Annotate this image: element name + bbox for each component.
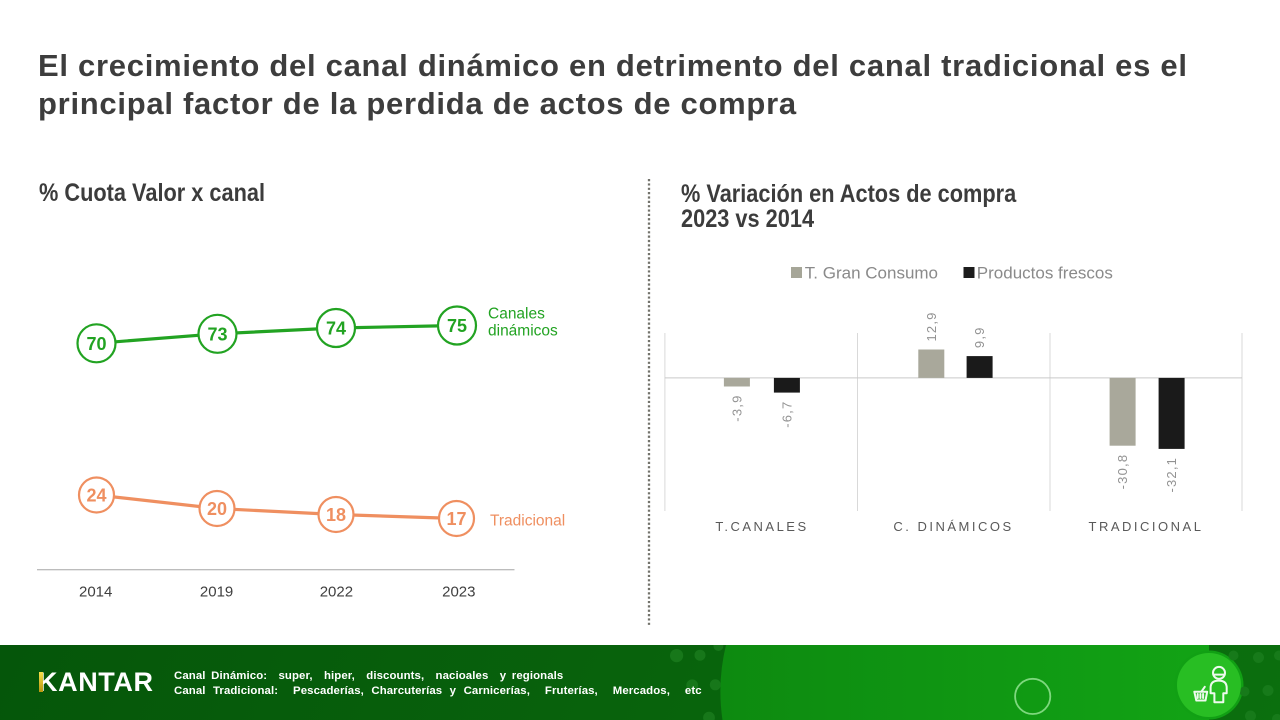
- svg-text:-32,1: -32,1: [1164, 457, 1179, 493]
- svg-text:-30,8: -30,8: [1115, 454, 1130, 490]
- svg-text:Tradicional: Tradicional: [490, 513, 565, 530]
- svg-text:C. DINÁMICOS: C. DINÁMICOS: [893, 519, 1013, 534]
- svg-text:18: 18: [326, 505, 346, 525]
- svg-text:-3,9: -3,9: [730, 395, 745, 422]
- svg-text:2019: 2019: [200, 583, 233, 600]
- svg-text:2023: 2023: [442, 583, 475, 600]
- svg-text:dinámicos: dinámicos: [488, 323, 558, 340]
- svg-text:75: 75: [447, 316, 467, 336]
- svg-text:20: 20: [207, 499, 227, 519]
- svg-text:73: 73: [207, 324, 227, 344]
- svg-text:T. Gran Consumo: T. Gran Consumo: [805, 263, 938, 282]
- svg-text:Canales: Canales: [488, 305, 545, 322]
- svg-text:2014: 2014: [79, 583, 112, 600]
- svg-text:Productos frescos: Productos frescos: [977, 263, 1113, 282]
- svg-text:T.CANALES: T.CANALES: [715, 519, 808, 534]
- svg-text:12,9: 12,9: [924, 311, 939, 341]
- svg-text:-6,7: -6,7: [780, 401, 795, 428]
- svg-text:24: 24: [86, 486, 106, 506]
- svg-text:TRADICIONAL: TRADICIONAL: [1089, 519, 1204, 534]
- svg-text:17: 17: [446, 509, 466, 529]
- svg-text:70: 70: [86, 334, 106, 354]
- svg-text:9,9: 9,9: [972, 326, 987, 348]
- svg-text:2022: 2022: [320, 583, 353, 600]
- svg-text:74: 74: [326, 319, 346, 339]
